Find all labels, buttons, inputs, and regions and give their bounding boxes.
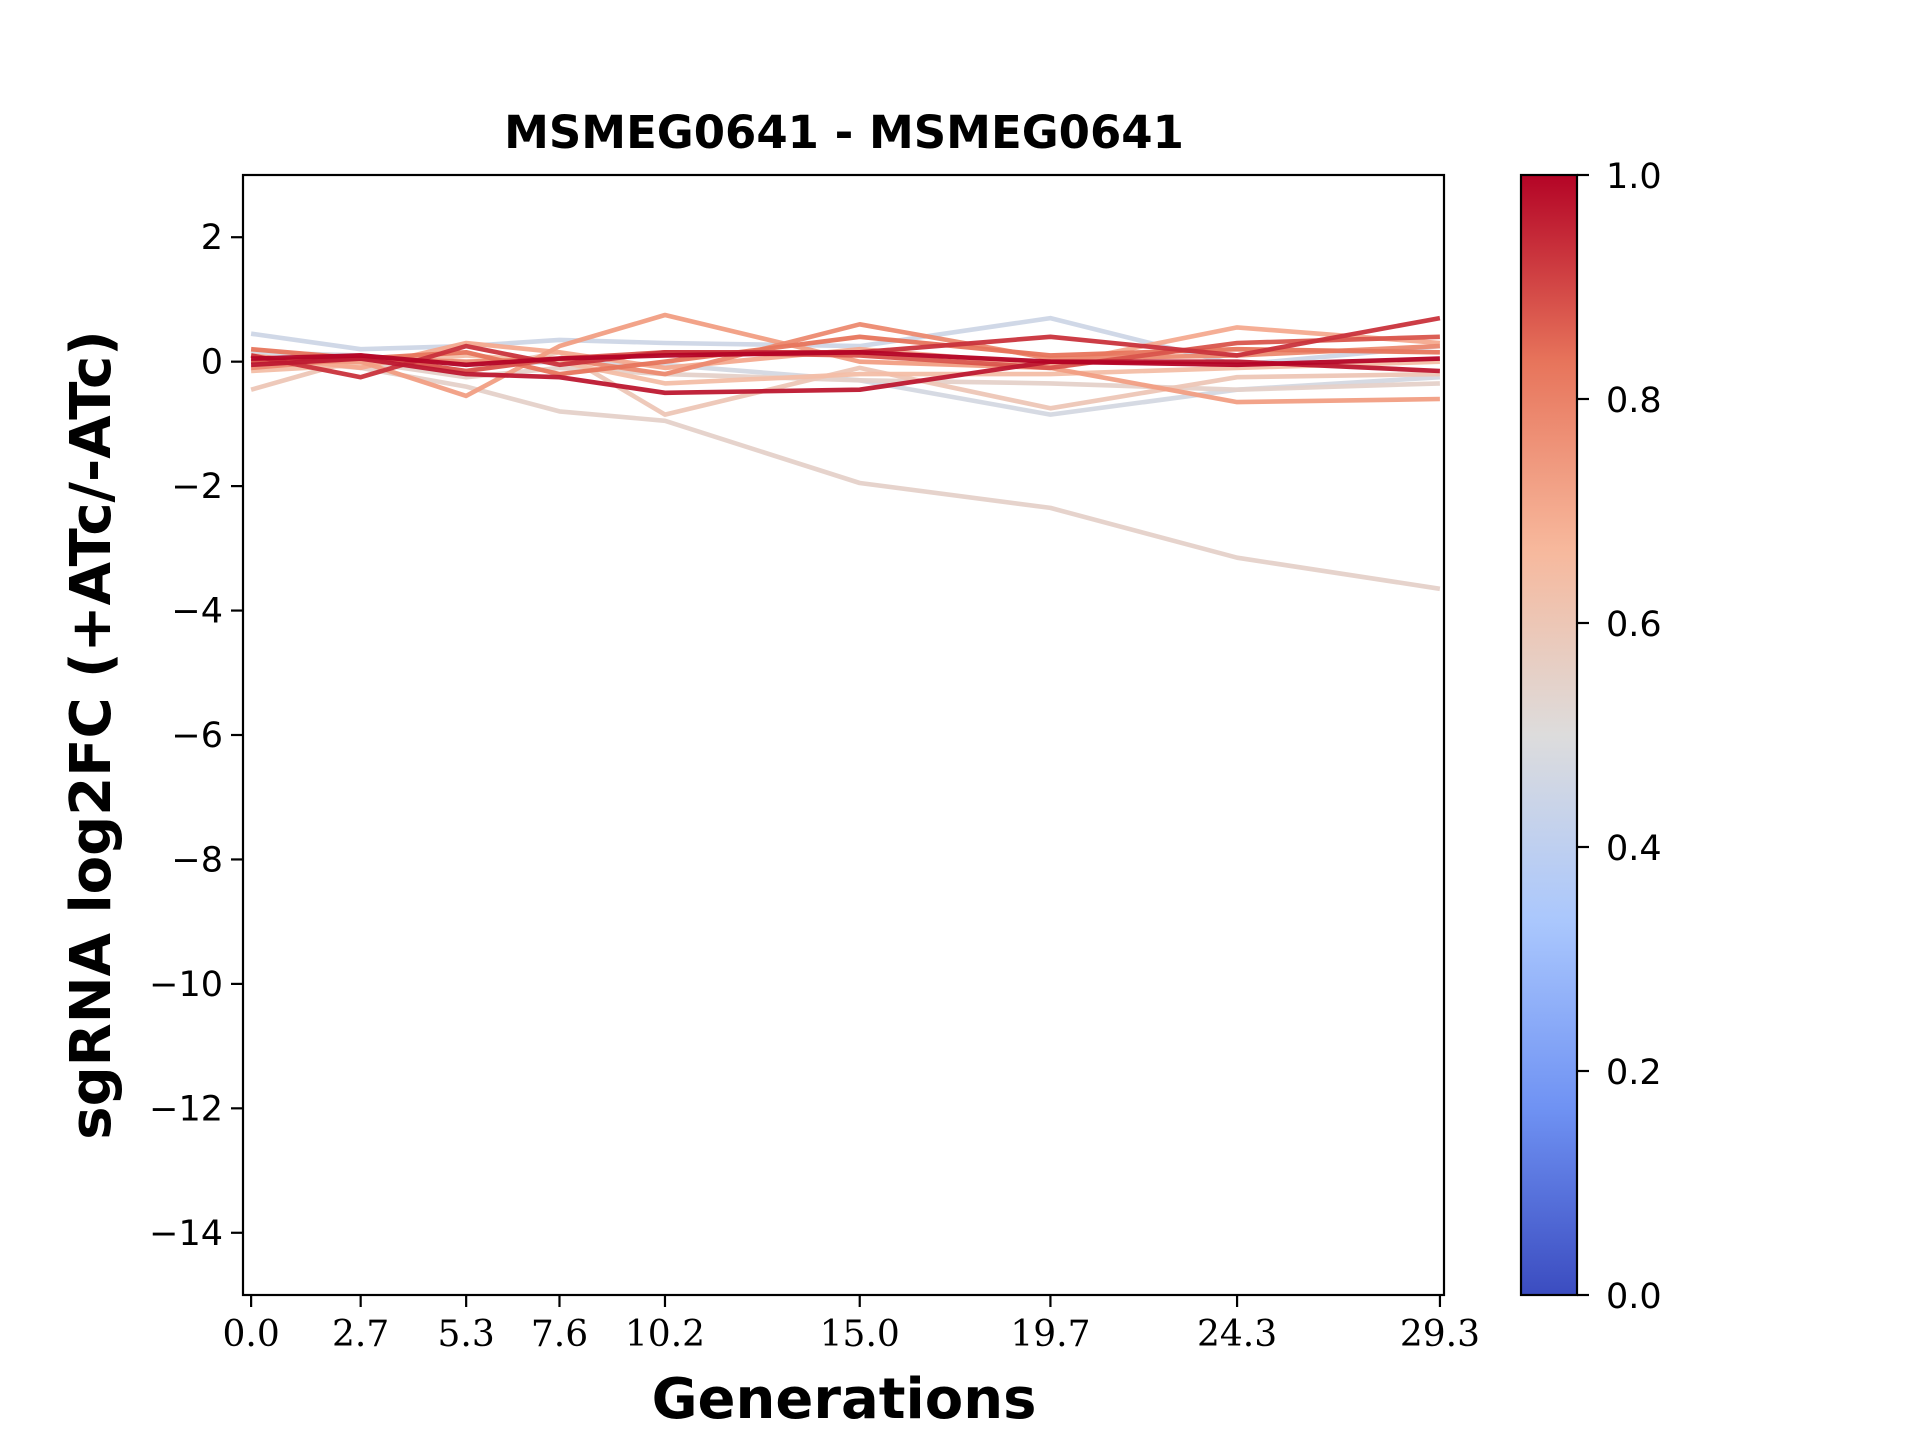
x-axis: 0.0 2.7 5.3 7.6 10.2 15.0 19.7 24.3 29.3 (222, 1295, 1480, 1355)
colorbar-tick-label: 1.0 (1606, 157, 1662, 197)
colorbar-tick-label: 0.2 (1606, 1053, 1662, 1093)
colorbar-gradient (1521, 175, 1577, 1295)
x-tick-label: 15.0 (820, 1314, 900, 1355)
series-line-14 (251, 349, 1440, 368)
y-tick-label: 2 (201, 218, 223, 258)
colorbar-ticks: 0.0 0.2 0.4 0.6 0.8 1.0 (1577, 157, 1662, 1317)
colorbar-tick-label: 0.6 (1606, 605, 1662, 645)
x-tick-label: 19.7 (1010, 1314, 1090, 1355)
y-axis-label: sgRNA log2FC (+ATc/-ATc) (59, 330, 124, 1140)
y-axis: 2 0 −2 −4 −6 −8 −10 −12 −14 (149, 218, 243, 1254)
series-layer (250, 312, 1441, 592)
series-line-12 (250, 315, 1441, 380)
x-tick-label: 10.2 (625, 1314, 705, 1355)
y-tick-label: −14 (149, 1214, 223, 1254)
y-tick-label: −2 (171, 467, 223, 507)
colorbar-frame (1519, 173, 1579, 1297)
colorbar-tick-label: 0.4 (1606, 829, 1662, 869)
series-line-3 (250, 356, 1441, 592)
colorbar-tick-label: 0.8 (1606, 381, 1662, 421)
x-tick-label: 0.0 (222, 1314, 279, 1355)
chart-title: MSMEG0641 - MSMEG0641 (504, 106, 1184, 159)
x-tick-label: 7.6 (531, 1314, 588, 1355)
colorbar: 0.0 0.2 0.4 0.6 0.8 1.0 (1519, 157, 1662, 1317)
x-axis-label: Generations (652, 1367, 1037, 1432)
x-tick-label: 5.3 (438, 1314, 495, 1355)
x-tick-label: 29.3 (1400, 1314, 1480, 1355)
x-tick-label: 2.7 (332, 1314, 389, 1355)
y-tick-label: 0 (201, 343, 223, 383)
series-line-8 (251, 312, 1440, 405)
x-tick-label: 24.3 (1197, 1314, 1277, 1355)
y-tick-label: −4 (171, 592, 223, 632)
y-tick-label: −8 (171, 840, 223, 880)
y-tick-label: −6 (171, 716, 223, 756)
y-tick-label: −12 (149, 1089, 223, 1129)
y-tick-label: −10 (149, 965, 223, 1005)
colorbar-tick-label: 0.0 (1606, 1277, 1662, 1317)
